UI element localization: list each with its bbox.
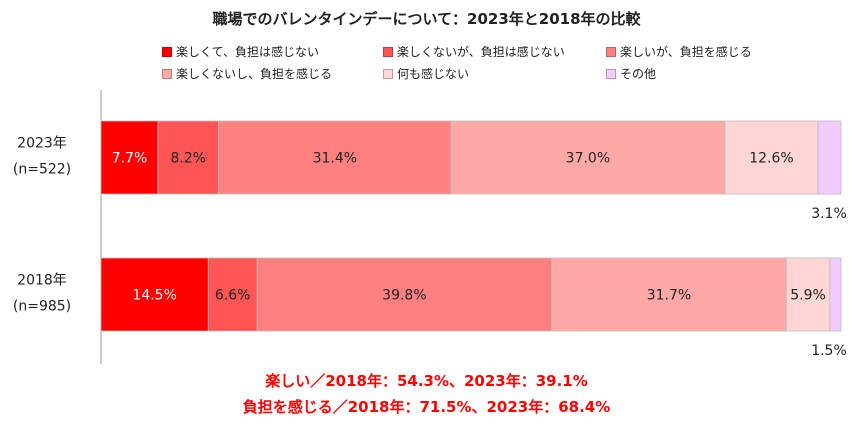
legend-item-2: 楽しいが、負担を感じる	[606, 45, 752, 59]
summary-line-1: 楽しい／2018年：54.3%、2023年：39.1%	[265, 372, 588, 390]
data-label-0-2: 31.4%	[313, 151, 357, 167]
bar-segment-0-3	[450, 120, 726, 195]
legend-swatch-4	[383, 69, 393, 79]
data-label-0-4: 12.6%	[749, 151, 793, 167]
legend-label-4: 何も感じない	[397, 67, 470, 81]
legend-item-5: その他	[606, 67, 656, 81]
chart-title: 職場でのバレンタインデーについて：2023年と2018年の比較	[212, 10, 641, 28]
data-label-1-3: 31.7%	[647, 288, 691, 304]
category-label-1: 2018年	[17, 273, 67, 289]
bar-segment-1-1	[207, 257, 258, 332]
bar-segment-1-2	[256, 257, 553, 332]
legend-swatch-5	[606, 69, 616, 79]
data-label-0-1: 8.2%	[171, 151, 207, 167]
legend-label-1: 楽しくないが、負担は感じない	[397, 45, 565, 59]
legend-swatch-2	[606, 47, 616, 57]
category-sublabel-1: (n=985)	[13, 299, 71, 315]
data-label-1-0: 14.5%	[132, 288, 176, 304]
legend-swatch-0	[162, 47, 172, 57]
bar-segment-0-0	[100, 120, 159, 195]
summary-line-2: 負担を感じる／2018年：71.5%、2023年：68.4%	[242, 398, 611, 416]
data-label-0-3: 37.0%	[566, 151, 610, 167]
legend-item-0: 楽しくて、負担は感じない	[162, 45, 319, 59]
legend-label-5: その他	[620, 67, 657, 81]
legend-item-4: 何も感じない	[383, 67, 469, 81]
data-label-1-5: 1.5%	[811, 343, 847, 359]
data-label-0-0: 7.7%	[112, 151, 148, 167]
bar-segment-0-5	[817, 120, 842, 195]
data-label-1-4: 5.9%	[790, 288, 826, 304]
legend-item-1: 楽しくないが、負担は感じない	[383, 45, 565, 59]
data-label-0-5: 3.1%	[811, 206, 847, 222]
legend-swatch-1	[383, 47, 393, 57]
legend-label-3: 楽しくないし、負担を感じる	[176, 67, 333, 81]
bar-segment-0-2	[218, 120, 452, 195]
data-label-1-1: 6.6%	[215, 288, 251, 304]
bar-segment-1-4	[785, 257, 831, 332]
bar-segment-1-0	[100, 257, 209, 332]
legend-swatch-3	[162, 69, 172, 79]
category-label-0: 2023年	[17, 136, 67, 152]
bar-segment-0-4	[724, 120, 819, 195]
bar-segment-1-3	[551, 257, 787, 332]
legend-label-2: 楽しいが、負担を感じる	[620, 45, 752, 59]
data-label-1-2: 39.8%	[382, 288, 426, 304]
bar-segment-1-5	[829, 257, 842, 332]
legend-label-0: 楽しくて、負担は感じない	[176, 45, 320, 59]
legend-item-3: 楽しくないし、負担を感じる	[162, 67, 332, 81]
category-sublabel-0: (n=522)	[13, 162, 71, 178]
